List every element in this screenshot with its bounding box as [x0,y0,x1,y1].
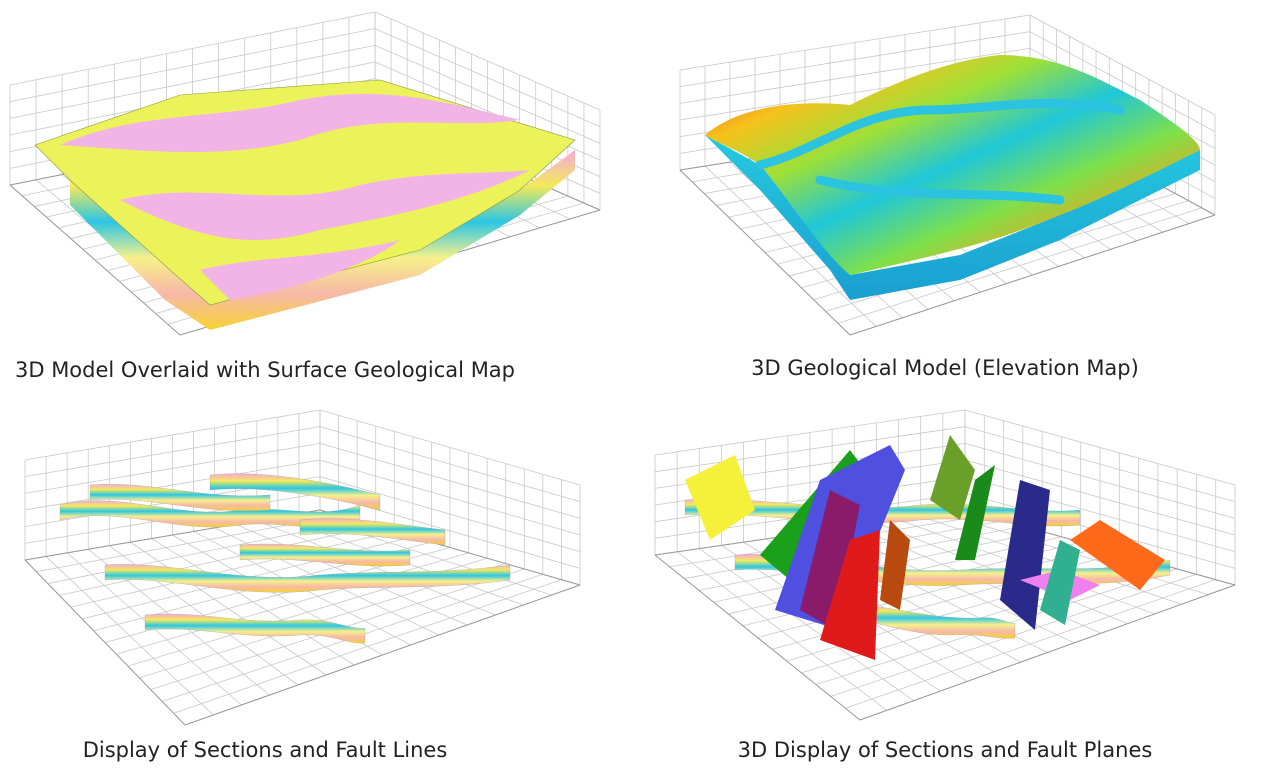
grid-line [679,31,1031,88]
grid-line [654,426,966,473]
grid-line [964,409,1236,486]
caption: 3D Model Overlaid with Surface Geologica… [15,358,515,382]
grid-line [964,476,1236,553]
grid-line [319,409,581,486]
grid-line [374,28,601,128]
fault-plane [820,530,880,660]
grid-line [9,184,181,336]
grid-line [24,459,321,511]
grid-line [319,442,581,519]
model-side [70,150,575,330]
sections [59,473,511,644]
models [34,55,1200,660]
caption: Display of Sections and Fault Lines [83,738,448,762]
grid-line [24,426,321,478]
grid-line [1029,14,1216,116]
model-side [705,135,1200,300]
grid-line [9,44,376,119]
grid-line [9,28,376,103]
fault-plane [800,490,860,630]
grid-line [374,44,601,144]
grid-line [374,11,601,111]
grid-line [1029,31,1216,133]
grid-line [679,47,1031,104]
fault-plane [880,520,910,610]
grid-line [654,554,861,721]
grid-line [679,14,1031,71]
fault-plane [955,465,995,560]
grid-line [319,426,581,503]
fault-plane [1040,540,1080,625]
grid-line [319,476,581,553]
valley [755,98,1125,205]
fault-plane [1070,520,1165,590]
grid-line [24,559,186,726]
grid-line [24,442,321,494]
grid-line [964,442,1236,519]
sections [684,499,1171,639]
grid-line [679,169,851,336]
fault-plane [930,435,975,520]
map-unit [60,93,530,300]
fault-plane [685,455,755,540]
grid-line [964,459,1236,536]
grid-line [964,426,1236,503]
grid-line [859,584,1236,721]
caption: 3D Geological Model (Elevation Map) [751,356,1139,380]
elevation-surface [705,55,1200,275]
grid-line [849,214,1216,336]
grid-line [59,525,376,596]
grid-line [256,520,496,616]
caption: 3D Display of Sections and Fault Planes [738,738,1153,762]
grid-line [9,11,376,86]
grid-line [24,409,321,461]
grid-line [654,409,966,456]
fault-plane [1000,480,1050,630]
grid-line [184,584,581,726]
grid-line [319,459,581,536]
grid-line [70,531,395,608]
